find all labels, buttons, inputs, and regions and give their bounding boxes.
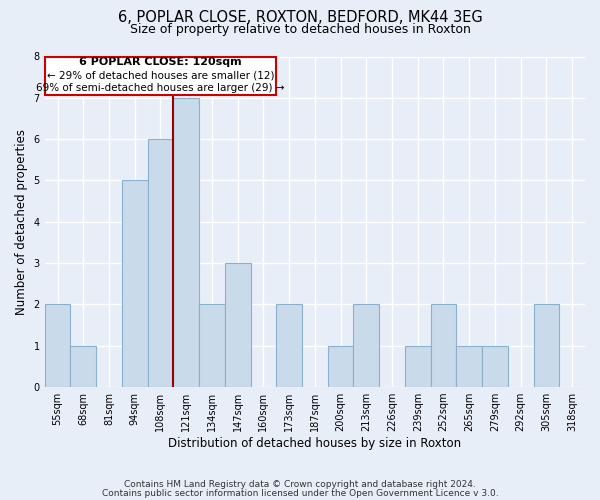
Bar [44,304,70,387]
Bar [276,304,302,387]
Bar [225,263,251,387]
Bar [148,139,173,387]
Y-axis label: Number of detached properties: Number of detached properties [15,129,28,315]
Bar [431,304,457,387]
Text: Contains public sector information licensed under the Open Government Licence v : Contains public sector information licen… [101,489,499,498]
FancyBboxPatch shape [45,58,276,94]
Bar [173,98,199,387]
X-axis label: Distribution of detached houses by size in Roxton: Distribution of detached houses by size … [168,437,461,450]
Bar [533,304,559,387]
Bar [482,346,508,387]
Bar [122,180,148,387]
Bar [405,346,431,387]
Bar [199,304,225,387]
Bar [70,346,96,387]
Text: 69% of semi-detached houses are larger (29) →: 69% of semi-detached houses are larger (… [36,84,285,94]
Text: ← 29% of detached houses are smaller (12): ← 29% of detached houses are smaller (12… [47,71,274,81]
Text: Contains HM Land Registry data © Crown copyright and database right 2024.: Contains HM Land Registry data © Crown c… [124,480,476,489]
Bar [328,346,353,387]
Text: 6, POPLAR CLOSE, ROXTON, BEDFORD, MK44 3EG: 6, POPLAR CLOSE, ROXTON, BEDFORD, MK44 3… [118,10,482,25]
Text: 6 POPLAR CLOSE: 120sqm: 6 POPLAR CLOSE: 120sqm [79,58,242,68]
Bar [457,346,482,387]
Bar [353,304,379,387]
Text: Size of property relative to detached houses in Roxton: Size of property relative to detached ho… [130,22,470,36]
